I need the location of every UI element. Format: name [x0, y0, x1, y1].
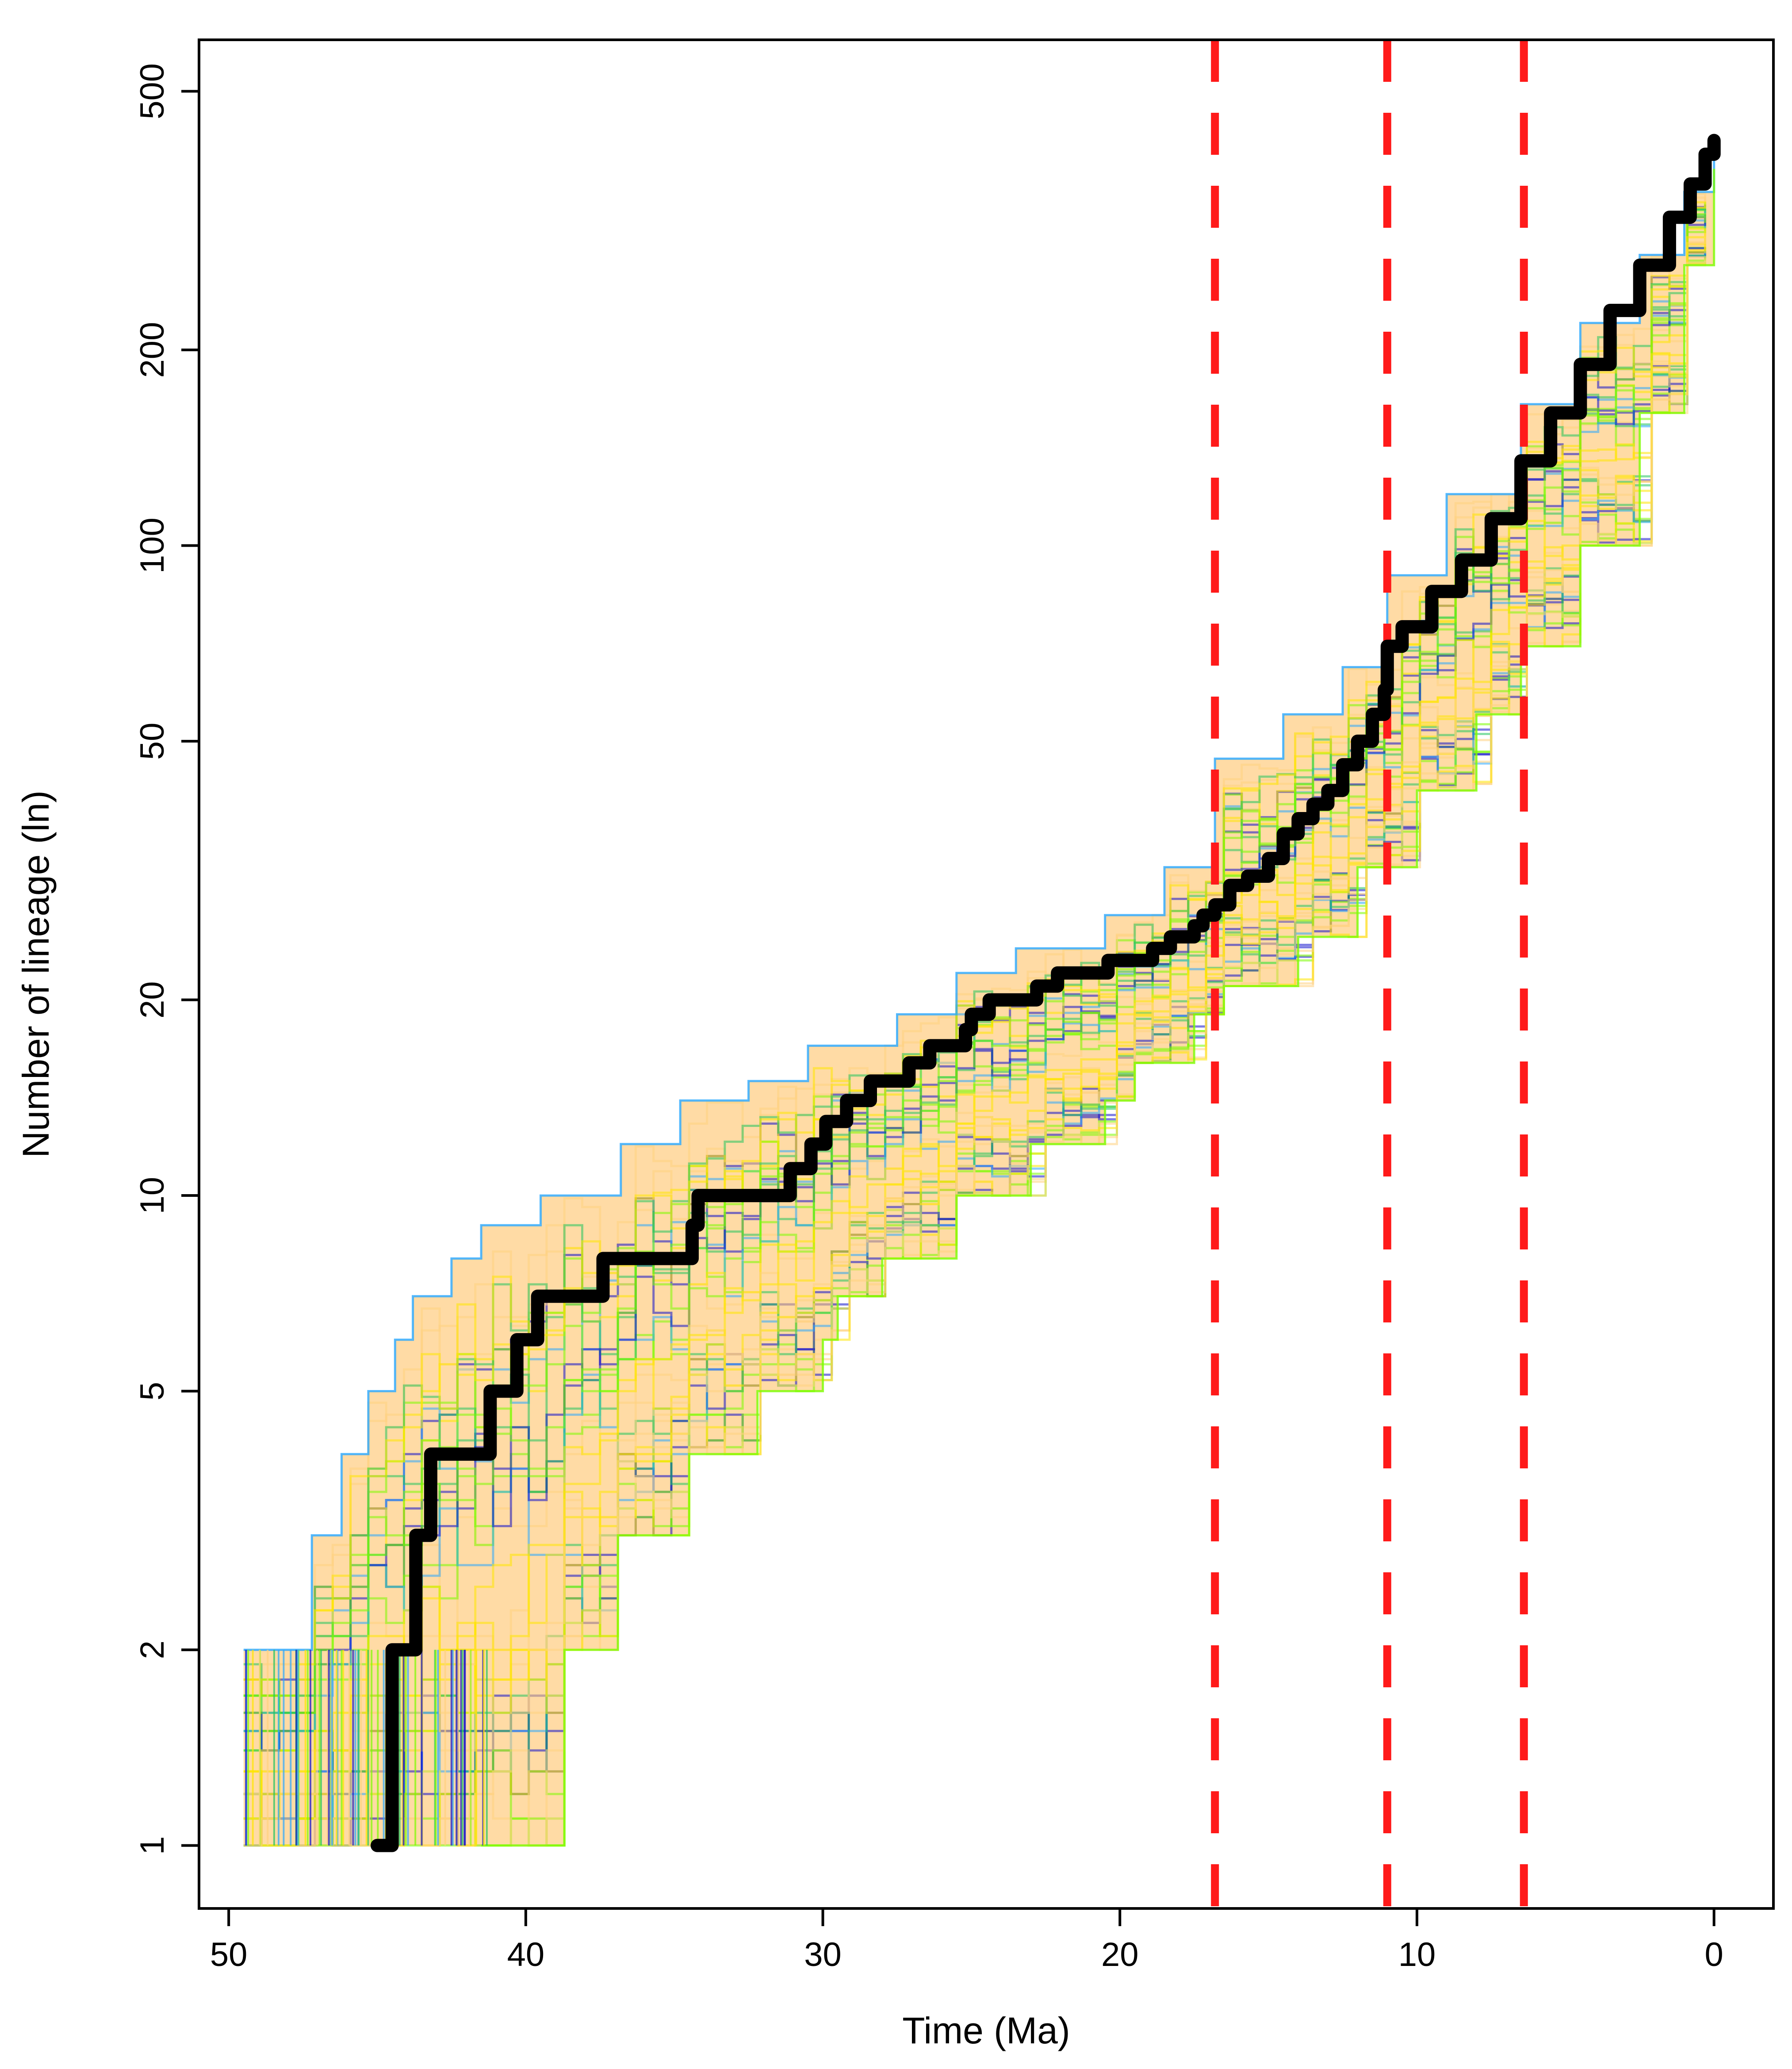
x-tick-label: 30: [804, 1936, 842, 1973]
envelope-fill: [243, 140, 1714, 1846]
y-tick-label: 100: [134, 517, 171, 574]
y-tick-label: 5: [134, 1382, 171, 1400]
trajectory-line: [243, 239, 1706, 1820]
lower-envelope-line: [481, 169, 1715, 1847]
y-axis-title: Number of lineage (ln): [15, 790, 57, 1158]
y-tick-label: 2: [134, 1640, 171, 1659]
y-tick-label: 500: [134, 63, 171, 119]
trajectory-line: [243, 216, 1706, 1714]
plot-frame: [198, 38, 1775, 1910]
trajectory-envelope: [243, 140, 1715, 1847]
x-tick-label: 0: [1705, 1936, 1723, 1973]
x-tick-label: 50: [210, 1936, 248, 1973]
x-axis-title: Time (Ma): [902, 2010, 1070, 2051]
event-lines: [1211, 40, 1528, 1908]
x-tick-label: 40: [507, 1936, 545, 1973]
trajectory-line: [243, 204, 1706, 1697]
y-tick-label: 10: [134, 1177, 171, 1215]
y-tick-label: 20: [134, 981, 171, 1019]
y-tick-label: 1: [134, 1836, 171, 1854]
main-series-line: [371, 134, 1721, 1852]
y-tick-label: 200: [134, 322, 171, 378]
x-tick-label: 20: [1101, 1936, 1139, 1973]
y-tick-label: 50: [134, 723, 171, 760]
trajectory-line: [243, 227, 1706, 1773]
main-series: [371, 134, 1721, 1852]
trajectory-line: [243, 236, 1706, 1795]
x-tick-label: 10: [1398, 1936, 1436, 1973]
